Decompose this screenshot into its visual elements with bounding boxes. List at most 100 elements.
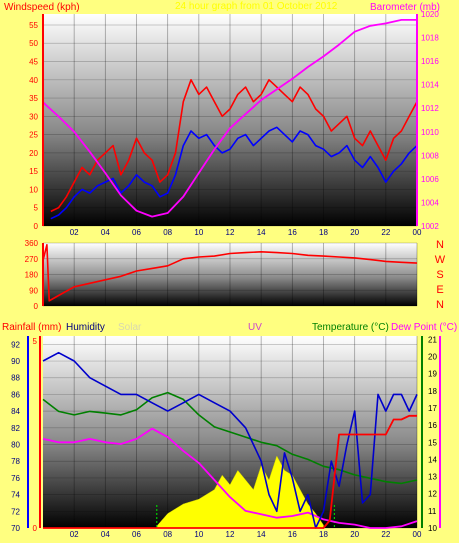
x-tick-label: 08 — [163, 530, 172, 539]
baro-y-tick: 1016 — [421, 57, 439, 66]
humidity-y-tick: 74 — [11, 491, 20, 500]
compass-label: N — [436, 299, 444, 311]
x-tick-label: 20 — [350, 530, 359, 539]
x-tick-label: 12 — [226, 228, 235, 237]
baro-y-tick: 1002 — [421, 222, 439, 231]
humidity-y-tick: 70 — [11, 524, 20, 533]
barometer-line — [42, 18, 417, 218]
wind-gust-line — [50, 79, 418, 213]
baro-y-tick: 1004 — [421, 198, 439, 207]
x-tick-label: 06 — [132, 530, 141, 539]
x-tick-label: 02 — [70, 228, 79, 237]
dew-point-line — [42, 427, 418, 529]
dir-y-tick: 90 — [29, 286, 38, 295]
humidity-label: Humidity — [66, 322, 105, 333]
humidity-y-tick: 82 — [11, 424, 20, 433]
temp-axis-title: Temperature (°C) — [312, 322, 389, 333]
humidity-y-tick: 78 — [11, 457, 20, 466]
wind-y-tick: 45 — [29, 58, 38, 67]
humidity-y-tick: 80 — [11, 441, 20, 450]
x-tick-label: 14 — [257, 530, 266, 539]
temp-y-tick: 15 — [428, 438, 437, 447]
temp-y-tick: 21 — [428, 335, 437, 344]
x-tick-label: 08 — [163, 228, 172, 237]
compass-label: S — [436, 269, 443, 281]
rainfall-line — [43, 414, 417, 529]
compass-label: W — [435, 254, 446, 266]
x-tick-label: 10 — [194, 530, 203, 539]
rain-y-tick: 5 — [33, 337, 38, 346]
x-tick-label: 16 — [288, 530, 297, 539]
x-tick-label: 00 — [413, 530, 422, 539]
wind-y-tick: 20 — [29, 149, 38, 158]
baro-y-tick: 1018 — [421, 34, 439, 43]
x-tick-label: 00 — [413, 228, 422, 237]
x-tick-label: 18 — [319, 228, 328, 237]
wind-y-tick: 0 — [34, 222, 39, 231]
x-tick-label: 22 — [381, 228, 390, 237]
compass-label: E — [436, 284, 443, 296]
dir-y-tick: 270 — [25, 255, 39, 264]
x-tick-label: 10 — [194, 228, 203, 237]
baro-y-tick: 1012 — [421, 104, 439, 113]
wind-y-tick: 5 — [34, 204, 39, 213]
temp-y-tick: 14 — [428, 455, 437, 464]
wind-y-tick: 30 — [29, 112, 38, 121]
baro-y-tick: 1006 — [421, 175, 439, 184]
temp-y-tick: 18 — [428, 387, 437, 396]
humidity-y-tick: 90 — [11, 357, 20, 366]
baro-y-tick: 1020 — [421, 10, 439, 19]
humidity-line — [42, 351, 418, 529]
humidity-y-tick: 86 — [11, 390, 20, 399]
dir-y-tick: 0 — [34, 302, 39, 311]
humidity-y-tick: 76 — [11, 474, 20, 483]
dewpoint-axis-title: Dew Point (°C) — [391, 322, 457, 333]
rain-axis-title: Rainfall (mm) — [2, 322, 61, 333]
dir-y-tick: 360 — [25, 239, 39, 248]
temp-y-tick: 13 — [428, 473, 437, 482]
humidity-y-tick: 72 — [11, 507, 20, 516]
uv-label: UV — [248, 322, 262, 333]
solar-label: Solar — [118, 322, 142, 333]
wind-direction-line — [42, 244, 418, 302]
compass-label: N — [436, 239, 444, 251]
wind-y-tick: 50 — [29, 39, 38, 48]
dir-y-tick: 180 — [25, 271, 39, 280]
x-tick-label: 18 — [319, 530, 328, 539]
humidity-y-tick: 88 — [11, 374, 20, 383]
temp-y-tick: 12 — [428, 490, 437, 499]
x-tick-label: 16 — [288, 228, 297, 237]
wind-y-tick: 15 — [29, 167, 38, 176]
temp-y-tick: 16 — [428, 421, 437, 430]
baro-y-tick: 1014 — [421, 81, 439, 90]
wind-y-tick: 10 — [29, 185, 38, 194]
x-tick-label: 06 — [132, 228, 141, 237]
x-tick-label: 02 — [70, 530, 79, 539]
temp-y-tick: 17 — [428, 404, 437, 413]
wind-y-tick: 40 — [29, 76, 38, 85]
humidity-y-tick: 92 — [11, 340, 20, 349]
chart-title: 24 hour graph from 01 October 2012 — [175, 1, 338, 12]
temp-y-tick: 20 — [428, 353, 437, 362]
temp-y-tick: 10 — [428, 524, 437, 533]
wind-y-tick: 25 — [29, 131, 38, 140]
wind-y-tick: 55 — [29, 21, 38, 30]
baro-y-tick: 1010 — [421, 128, 439, 137]
baro-axis-title: Barometer (mb) — [370, 2, 440, 13]
temperature-line — [42, 391, 418, 485]
wind-average-line — [50, 126, 418, 220]
x-tick-label: 12 — [226, 530, 235, 539]
wind-y-tick: 35 — [29, 94, 38, 103]
x-tick-label: 20 — [350, 228, 359, 237]
rain-y-tick: 0 — [33, 524, 38, 533]
temp-y-tick: 11 — [428, 507, 437, 516]
x-tick-label: 22 — [381, 530, 390, 539]
x-tick-label: 14 — [257, 228, 266, 237]
wind-axis-title: Windspeed (kph) — [4, 2, 80, 13]
temp-y-tick: 19 — [428, 370, 437, 379]
humidity-y-tick: 84 — [11, 407, 20, 416]
wind-plot-area — [43, 14, 417, 226]
baro-y-tick: 1008 — [421, 151, 439, 160]
x-tick-label: 04 — [101, 530, 110, 539]
